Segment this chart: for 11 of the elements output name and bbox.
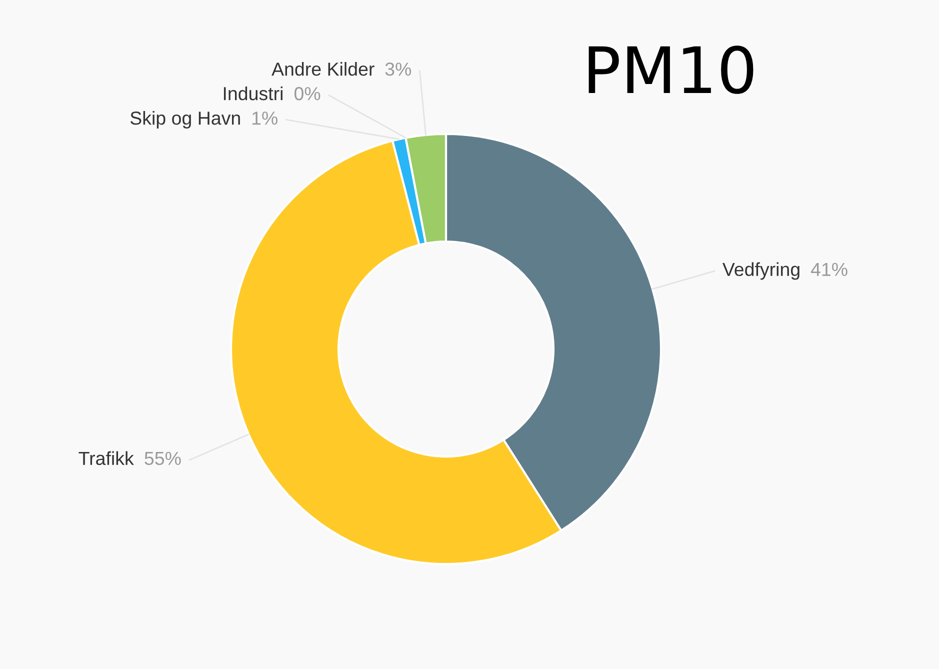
data-label: 55% [144,452,181,466]
data-label: 1% [252,112,278,125]
slice-label: Andre Kilder [272,62,374,76]
category-label: Industri [224,86,282,100]
slice-label: Vedfyring [722,262,800,280]
slice-label: Trafikk [78,451,134,466]
data-label: 3% [385,62,412,76]
slice-label: Skip og Havn [130,111,240,128]
chart-title: PM10 [588,46,754,94]
text: 0% [294,86,320,100]
data-label: 41% [810,262,848,276]
